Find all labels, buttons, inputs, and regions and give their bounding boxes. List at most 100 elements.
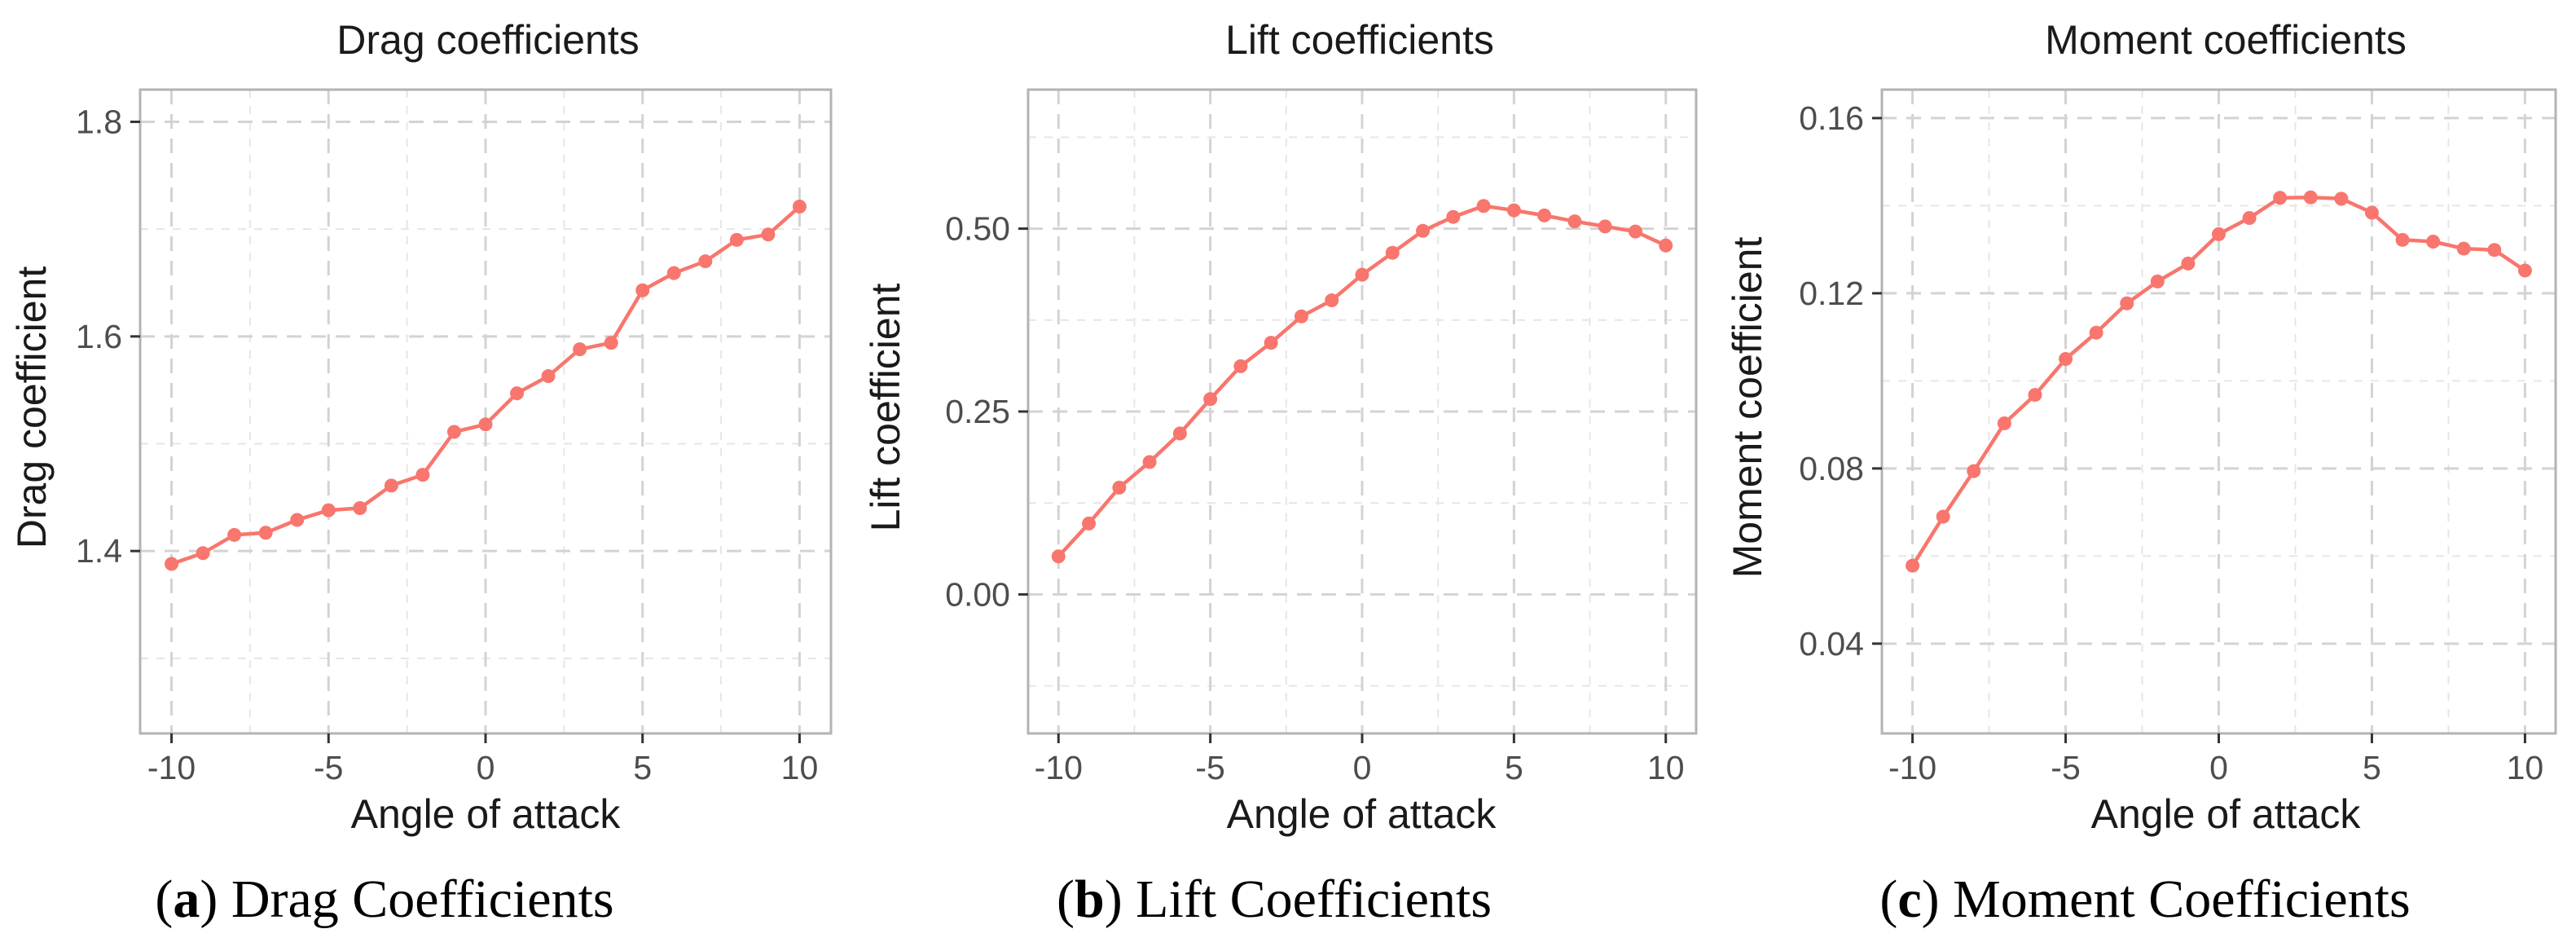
drag-data-point — [165, 557, 179, 571]
moment-y-tick-label: 0.12 — [1799, 275, 1864, 312]
drag-data-point — [258, 526, 273, 540]
lift-data-point — [1416, 223, 1431, 238]
moment-y-tick-label: 0.04 — [1799, 625, 1864, 663]
lift-data-point — [1172, 426, 1187, 441]
lift-x-tick-label: 0 — [1353, 749, 1372, 786]
drag-data-point — [666, 266, 681, 280]
drag-data-point — [541, 369, 556, 384]
drag-axis-ticks: -10 -5 0 5 10 1.4 1.6 1.8 — [76, 103, 818, 787]
lift-data-point — [1051, 549, 1066, 564]
drag-y-axis-title: Drag coefficient — [9, 266, 55, 549]
moment-data-point — [2364, 205, 2379, 220]
drag-data-point — [573, 342, 587, 357]
moment-caption-text: ) Moment Coefficients — [1922, 870, 2411, 929]
lift-y-axis-title: Lift coefficient — [863, 283, 908, 531]
moment-data-point — [2028, 388, 2042, 403]
drag-data-point — [321, 503, 336, 517]
lift-x-tick-label: -5 — [1195, 749, 1224, 786]
drag-x-tick-label: -10 — [147, 749, 196, 786]
lift-data-point — [1659, 238, 1673, 253]
moment-data-point — [2487, 243, 2502, 258]
drag-data-point — [761, 227, 776, 242]
moment-x-tick-label: 10 — [2507, 749, 2544, 786]
moment-x-axis-title: Angle of attack — [2091, 791, 2362, 837]
lift-data-point — [1112, 480, 1127, 495]
lift-x-tick-label: 5 — [1505, 749, 1523, 786]
moment-data-point — [2242, 210, 2257, 225]
lift-y-tick-label: 0.25 — [945, 393, 1010, 430]
drag-chart-title: Drag coefficients — [336, 17, 639, 63]
moment-data-point — [2089, 325, 2103, 340]
moment-data-point — [2303, 190, 2318, 205]
drag-x-tick-label: 0 — [477, 749, 495, 786]
moment-data-point — [2150, 274, 2165, 288]
moment-x-tick-label: -10 — [1888, 749, 1936, 786]
lift-data-point — [1476, 199, 1491, 214]
lift-data-point — [1598, 219, 1612, 234]
moment-panel: Moment coefficients -10 -5 0 5 10 0.04 0.08 0.1… — [1725, 17, 2557, 929]
lift-series-line — [1057, 204, 1667, 558]
lift-x-tick-label: -10 — [1035, 749, 1083, 786]
moment-data-point — [1967, 464, 1981, 478]
moment-data-point — [2181, 256, 2196, 271]
drag-data-point — [635, 283, 650, 297]
lift-data-point — [1082, 516, 1097, 531]
moment-axis-ticks: -10 -5 0 5 10 0.04 0.08 0.12 0.16 — [1799, 99, 2543, 786]
drag-data-point — [698, 254, 713, 269]
lift-data-point — [1203, 392, 1218, 407]
drag-x-tick-label: 10 — [781, 749, 819, 786]
lift-gridlines — [1028, 90, 1696, 733]
drag-y-tick-label: 1.8 — [76, 103, 122, 141]
lift-chart-title: Lift coefficients — [1225, 17, 1494, 63]
moment-data-point — [2426, 234, 2441, 249]
lift-data-point — [1446, 209, 1461, 224]
lift-x-axis-title: Angle of attack — [1227, 791, 1497, 837]
moment-gridlines — [1882, 90, 2556, 733]
drag-data-point — [415, 468, 430, 482]
moment-data-point — [2517, 263, 2532, 278]
moment-x-tick-label: 0 — [2209, 749, 2228, 786]
lift-data-point — [1264, 336, 1278, 350]
lift-data-point — [1506, 203, 1521, 218]
drag-data-point — [604, 336, 618, 350]
drag-data-point — [353, 501, 367, 515]
moment-chart-title: Moment coefficients — [2045, 17, 2407, 63]
drag-data-point — [290, 513, 305, 527]
drag-data-point — [446, 425, 461, 439]
moment-data-point — [2334, 192, 2349, 206]
lift-data-point — [1294, 309, 1308, 324]
drag-caption: (a) Drag Coefficients — [155, 870, 613, 929]
moment-data-point — [2273, 191, 2288, 205]
moment-series — [1906, 190, 2532, 573]
moment-data-point — [2456, 241, 2471, 256]
lift-data-point — [1355, 267, 1369, 282]
lift-data-point — [1142, 455, 1157, 469]
drag-data-point — [729, 232, 744, 247]
moment-data-point — [2059, 352, 2073, 367]
moment-data-point — [2212, 227, 2226, 241]
lift-axis-ticks: -10 -5 0 5 10 0.00 0.25 0.50 — [945, 210, 1684, 786]
drag-y-tick-label: 1.4 — [76, 532, 122, 570]
lift-caption: (b) Lift Coefficients — [1057, 870, 1492, 929]
moment-data-point — [1997, 416, 2011, 431]
drag-data-point — [384, 478, 398, 493]
moment-data-point — [2120, 296, 2134, 310]
moment-data-point — [1936, 509, 1950, 524]
drag-gridlines — [140, 90, 831, 733]
moment-y-tick-label: 0.16 — [1799, 99, 1864, 137]
drag-caption-text: ) Drag Coefficients — [200, 870, 613, 929]
moment-caption: (c) Moment Coefficients — [1879, 870, 2410, 929]
lift-data-point — [1325, 293, 1339, 308]
lift-x-tick-label: 10 — [1647, 749, 1685, 786]
drag-data-point — [510, 386, 525, 401]
moment-data-point — [2395, 232, 2410, 247]
drag-data-point — [227, 527, 242, 542]
drag-data-point — [792, 200, 807, 214]
lift-series — [1051, 199, 1673, 564]
drag-data-point — [196, 546, 210, 561]
moment-data-point — [1906, 558, 1920, 573]
drag-series — [165, 200, 807, 571]
drag-x-tick-label: -5 — [314, 749, 343, 786]
moment-caption-letter: c — [1897, 870, 1921, 929]
